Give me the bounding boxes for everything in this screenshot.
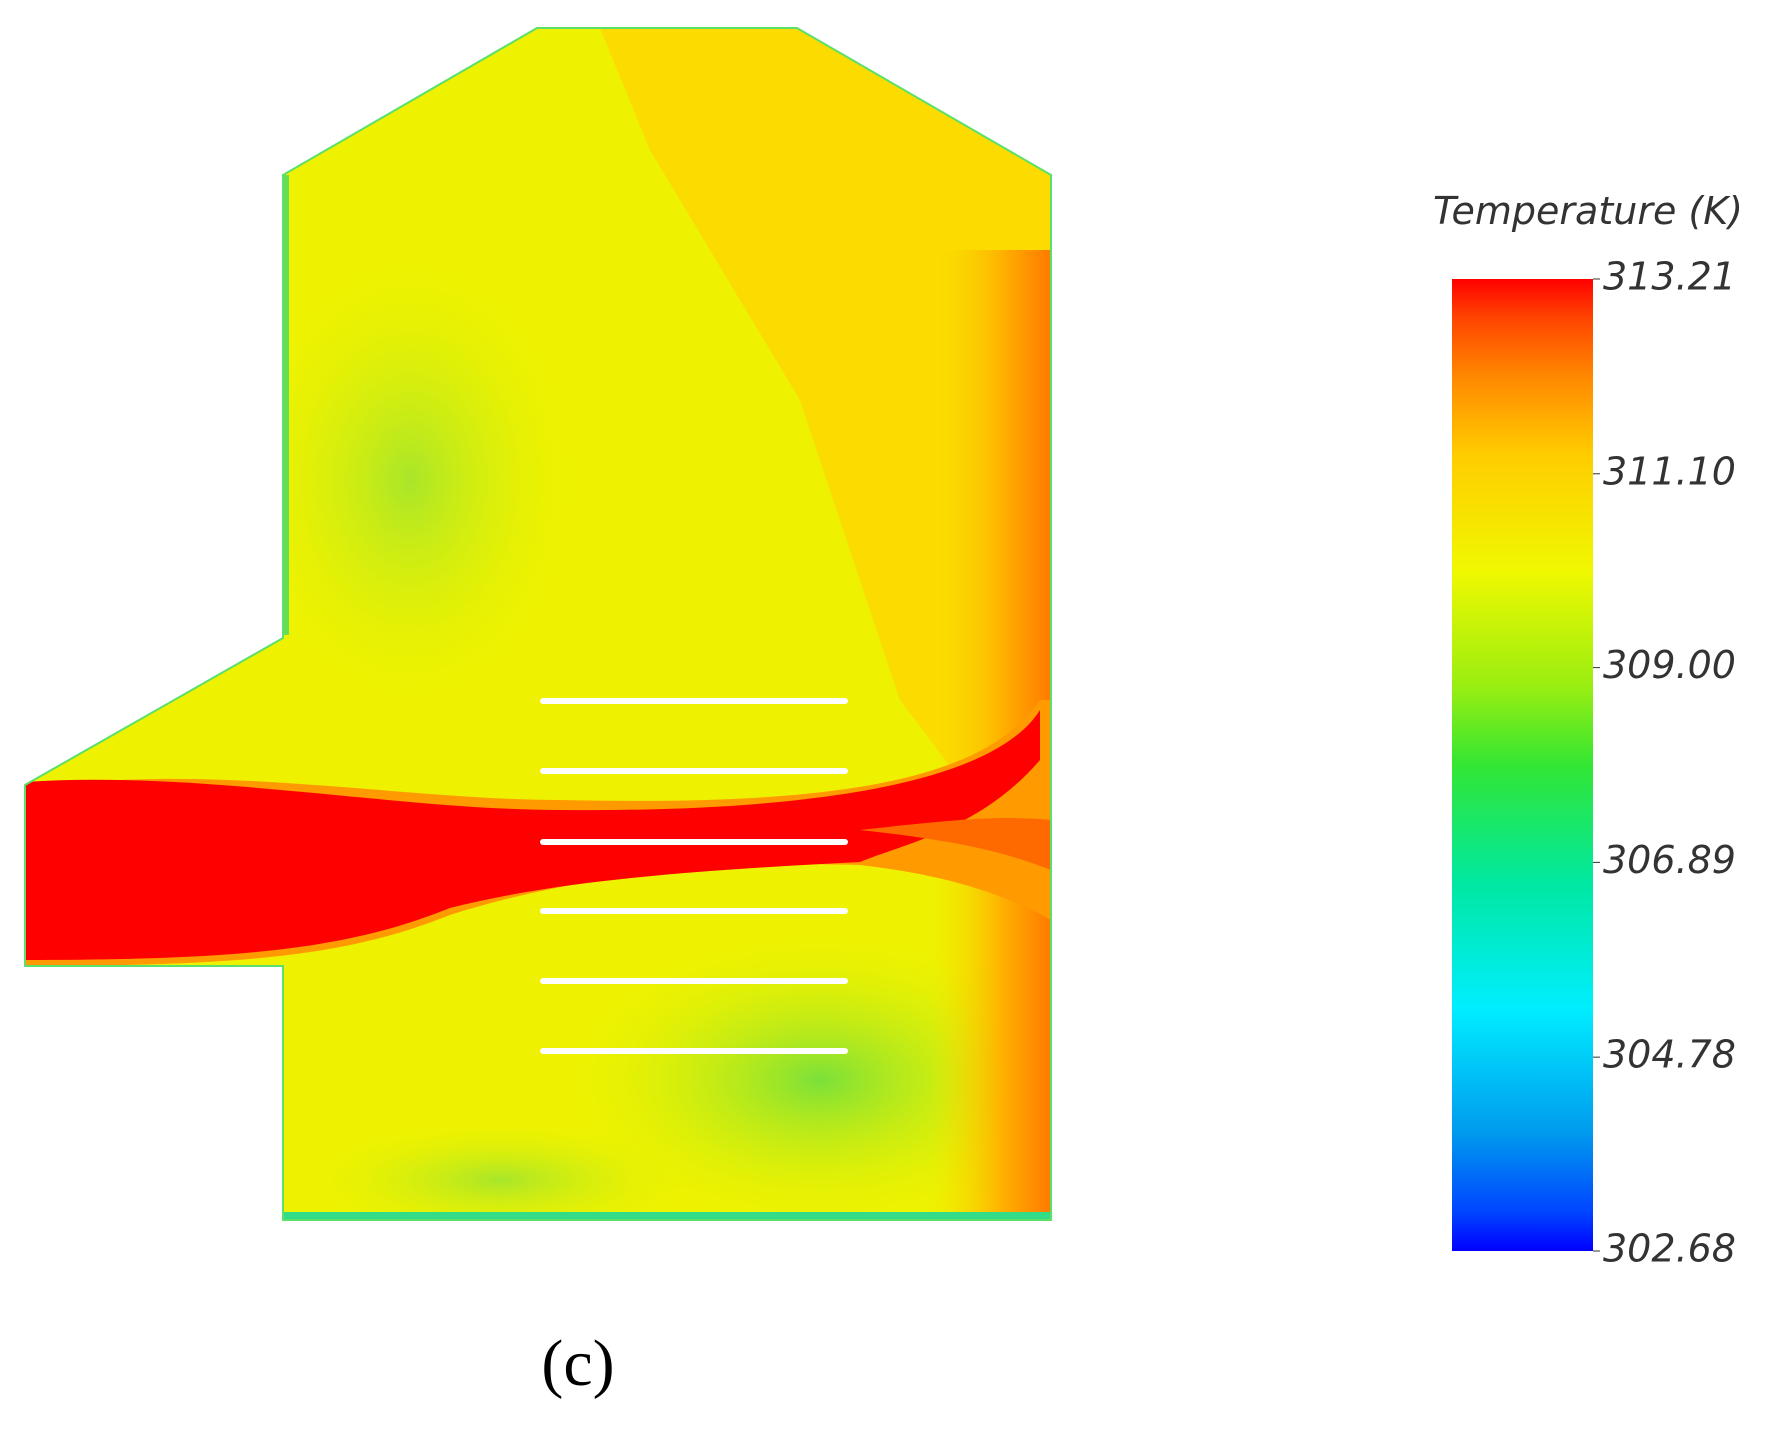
tick-label: 304.78 [1603,1033,1736,1077]
legend-title: Temperature (K) [1433,189,1743,233]
temperature-field [25,28,1051,1220]
domain-outline [24,27,1052,1221]
tick-label: 306.89 [1603,838,1736,882]
plates [540,698,848,1054]
tick-label: 313.21 [1603,255,1736,299]
tick-label: 309.00 [1603,643,1736,687]
colorbar [1452,279,1593,1251]
tick-label: 311.10 [1603,449,1736,493]
tick-label: 302.68 [1603,1227,1736,1271]
caption: (c) [541,1327,614,1400]
